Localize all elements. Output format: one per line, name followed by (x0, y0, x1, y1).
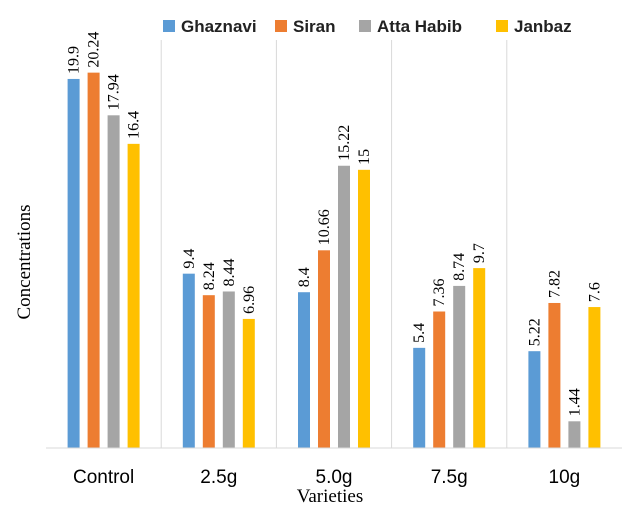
data-label-siran-2-5g: 8.24 (201, 262, 218, 290)
bar-ghaznavi-7-5g (413, 347, 426, 448)
bar-siran-5-0g (318, 250, 330, 448)
bar-siran-control (87, 72, 100, 448)
bar-janbaz-7-5g (473, 268, 486, 448)
legend: Ghaznavi Siran Atta Habib Janbaz (163, 17, 572, 36)
bar-ghaznavi-5-0g (298, 292, 310, 448)
data-label-siran-control: 20.24 (86, 32, 103, 68)
data-label-atta-habib-control: 17.94 (106, 74, 123, 110)
bar-atta-habib-2-5g (222, 291, 235, 448)
data-label-ghaznavi-5-0g: 8.4 (296, 267, 313, 287)
data-label-ghaznavi-7-5g: 5.4 (411, 323, 428, 343)
data-label-siran-10g: 7.82 (546, 270, 563, 298)
category-separators (160, 40, 508, 448)
bar-ghaznavi-2-5g (182, 273, 195, 448)
data-label-janbaz-7-5g: 9.7 (471, 243, 488, 263)
bar-janbaz-10g (588, 307, 601, 448)
legend-swatch-ghaznavi (163, 20, 175, 32)
data-label-atta-habib-7-5g: 8.74 (451, 253, 468, 281)
legend-swatch-janbaz (496, 20, 508, 32)
data-label-ghaznavi-2-5g: 9.4 (181, 249, 198, 269)
bar-janbaz-5-0g (358, 169, 370, 448)
data-label-ghaznavi-control: 19.9 (66, 46, 83, 74)
bar-siran-7-5g (433, 311, 446, 448)
x-tick-label-7-5g: 7.5g (431, 467, 468, 488)
bars (67, 72, 601, 449)
legend-label-siran: Siran (293, 17, 336, 36)
data-label-atta-habib-10g: 1.44 (566, 388, 583, 416)
bar-ghaznavi-control (67, 78, 80, 448)
data-label-janbaz-2-5g: 6.96 (241, 286, 258, 314)
legend-swatch-atta-habib (359, 20, 371, 32)
bar-ghaznavi-10g (528, 351, 541, 448)
x-tick-label-control: Control (73, 467, 134, 488)
data-label-janbaz-5-0g: 15 (356, 149, 373, 165)
bar-janbaz-2-5g (242, 318, 255, 448)
x-tick-label-2-5g: 2.5g (200, 467, 237, 488)
bar-atta-habib-5-0g (338, 165, 350, 449)
bar-atta-habib-7-5g (453, 285, 466, 448)
legend-label-atta-habib: Atta Habib (377, 17, 462, 36)
data-label-janbaz-control: 16.4 (126, 111, 143, 139)
data-label-ghaznavi-10g: 5.22 (526, 318, 543, 346)
y-axis-title: Concentrations (14, 204, 35, 319)
data-label-siran-7-5g: 7.36 (431, 279, 448, 307)
x-axis-title: Varieties (297, 486, 363, 507)
legend-label-ghaznavi: Ghaznavi (181, 17, 257, 36)
x-tick-label-5-0g: 5.0g (316, 467, 353, 488)
x-tick-label-10g: 10g (549, 467, 581, 488)
bar-atta-habib-10g (568, 421, 581, 448)
legend-swatch-siran (275, 20, 287, 32)
data-label-atta-habib-2-5g: 8.44 (221, 258, 238, 286)
bar-siran-2-5g (202, 295, 215, 448)
bar-siran-10g (548, 302, 561, 448)
legend-label-janbaz: Janbaz (514, 17, 572, 36)
x-tick-labels: Control 2.5g 5.0g 7.5g 10g (73, 467, 580, 488)
bar-atta-habib-control (107, 115, 120, 448)
data-label-siran-5-0g: 10.66 (316, 209, 333, 245)
data-label-atta-habib-5-0g: 15.22 (336, 125, 353, 161)
data-label-janbaz-10g: 7.6 (586, 282, 603, 302)
bar-janbaz-control (127, 143, 140, 448)
